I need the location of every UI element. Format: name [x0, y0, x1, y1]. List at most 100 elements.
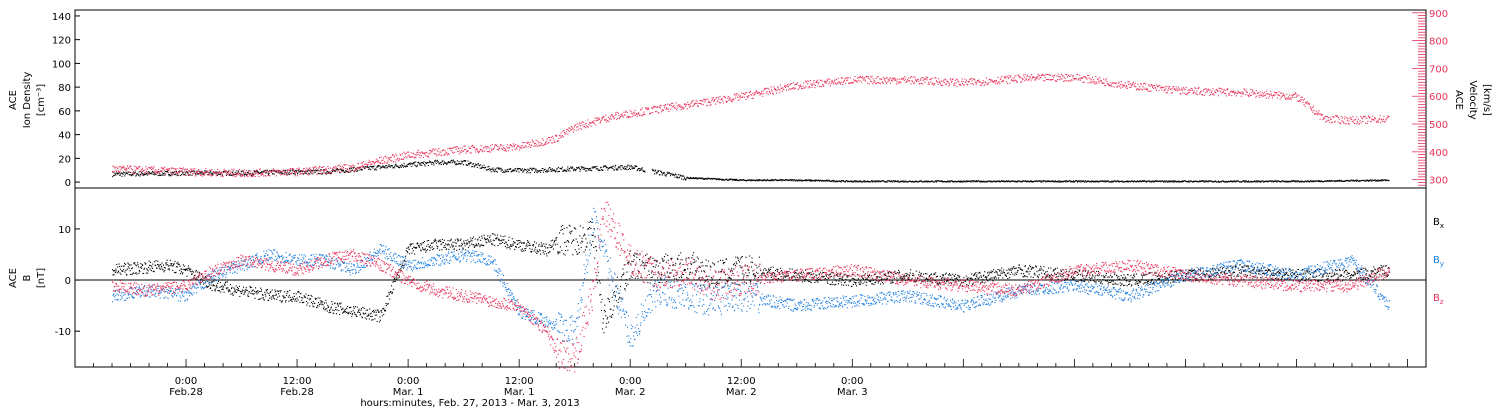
data-point [1169, 88, 1171, 90]
data-point [1329, 116, 1331, 118]
data-point [829, 180, 831, 182]
data-point [168, 175, 170, 177]
data-point [1102, 180, 1104, 182]
data-point [1368, 179, 1370, 181]
data-point [188, 174, 190, 176]
data-point [199, 172, 201, 174]
data-point [284, 171, 286, 173]
data-point [148, 260, 150, 262]
data-point [1290, 97, 1292, 99]
data-point [1378, 118, 1380, 120]
data-point [377, 166, 379, 168]
data-point [256, 170, 258, 172]
data-point [116, 272, 118, 274]
data-point [1029, 181, 1031, 183]
data-point [1014, 79, 1016, 81]
data-point [1364, 180, 1366, 182]
data-point [479, 151, 481, 153]
data-point [1154, 84, 1156, 86]
data-point [600, 167, 602, 169]
data-point [1239, 181, 1241, 183]
data-point [1123, 181, 1125, 183]
data-point [1270, 180, 1272, 182]
data-point [379, 165, 381, 167]
data-point [602, 166, 604, 168]
data-point [1279, 181, 1281, 183]
data-point [532, 168, 534, 170]
data-point [1320, 113, 1322, 115]
data-point [219, 281, 221, 284]
data-point [403, 163, 405, 165]
data-point [206, 286, 208, 288]
data-point [1382, 180, 1384, 182]
data-point [181, 172, 184, 174]
data-point [582, 168, 584, 170]
data-point [1341, 120, 1343, 122]
data-point [202, 279, 204, 281]
data-point [308, 167, 310, 169]
data-point [1013, 80, 1015, 82]
data-point [1173, 180, 1175, 182]
b-tick-label: 10 [58, 225, 71, 236]
data-point [397, 160, 400, 162]
data-point [1114, 82, 1116, 84]
data-point [501, 148, 503, 150]
data-point [1002, 80, 1004, 82]
data-point [603, 119, 606, 121]
data-point [442, 163, 445, 165]
data-point [1388, 180, 1390, 182]
data-point [1183, 180, 1185, 182]
data-point [998, 181, 1000, 183]
data-point [1173, 88, 1175, 90]
data-point [146, 269, 148, 271]
data-point [191, 174, 193, 176]
data-point [1267, 93, 1269, 95]
data-point [430, 161, 432, 163]
data-point [295, 169, 297, 172]
data-point [739, 179, 742, 181]
data-point [1338, 180, 1340, 182]
data-point [703, 178, 705, 180]
data-point [771, 90, 773, 92]
data-point [501, 168, 503, 170]
data-point [243, 169, 245, 171]
data-point [679, 106, 682, 108]
data-point [1151, 86, 1154, 88]
data-point [475, 163, 477, 165]
data-point [441, 154, 443, 156]
data-point [244, 290, 246, 292]
data-point [591, 121, 593, 123]
data-point [586, 167, 588, 170]
data-point [293, 168, 295, 170]
data-point [1109, 84, 1111, 87]
data-point [117, 266, 119, 268]
data-point [631, 166, 633, 168]
data-point [990, 181, 993, 183]
data-point [455, 164, 457, 166]
data-point [210, 287, 212, 289]
data-point [1122, 84, 1124, 86]
data-point [606, 121, 608, 123]
data-point [663, 105, 665, 107]
data-point [144, 169, 146, 171]
data-point [482, 167, 484, 169]
data-point [922, 83, 924, 85]
data-point [1381, 120, 1383, 122]
data-point [373, 162, 375, 164]
data-point [1320, 114, 1322, 116]
data-point [173, 263, 175, 265]
data-point [992, 180, 994, 182]
data-point [538, 170, 540, 172]
data-point [752, 179, 754, 181]
data-point [977, 180, 979, 182]
data-point [1014, 181, 1016, 183]
data-point [1314, 113, 1316, 115]
data-point [1255, 90, 1257, 92]
data-point [1159, 180, 1161, 182]
data-point [488, 147, 490, 149]
data-point [172, 269, 174, 271]
data-point [1080, 76, 1082, 78]
data-point [986, 181, 988, 183]
data-point [139, 175, 141, 177]
data-point [1055, 180, 1057, 183]
